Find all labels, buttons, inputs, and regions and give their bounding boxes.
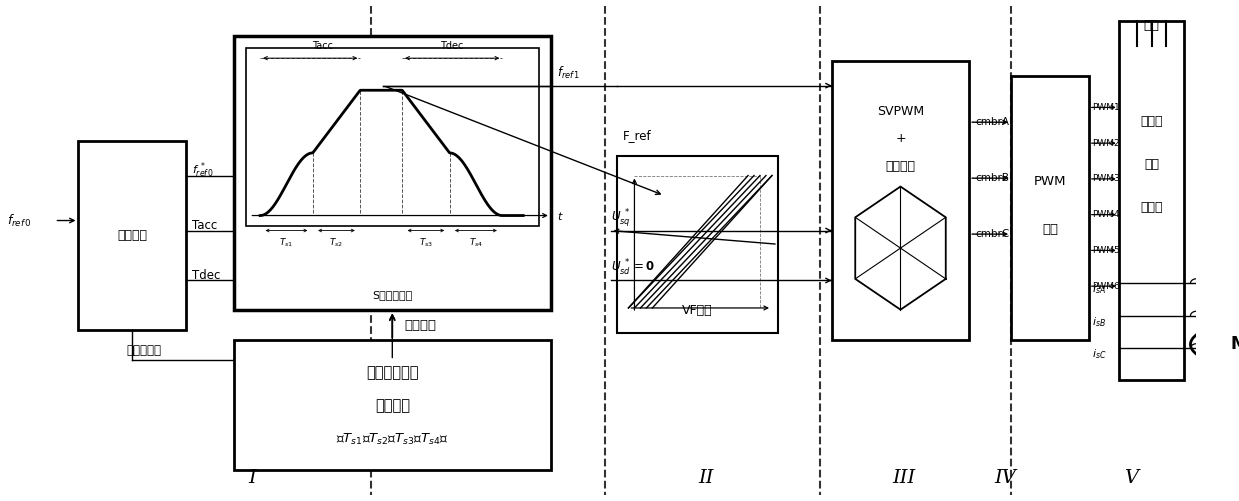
Text: 功率: 功率 xyxy=(1144,158,1160,171)
Text: $f_{ref\,0}^{\ *}$: $f_{ref\,0}^{\ *}$ xyxy=(192,161,214,180)
Text: 死区补偶: 死区补偶 xyxy=(886,160,916,173)
Bar xyxy=(78,141,186,331)
Text: $f_{ref\,0}$: $f_{ref\,0}$ xyxy=(6,212,31,228)
Text: $i_{sB}$: $i_{sB}$ xyxy=(1093,315,1106,329)
Text: III: III xyxy=(892,469,916,487)
Text: VF曲线: VF曲线 xyxy=(681,304,712,317)
Text: V: V xyxy=(1124,469,1137,487)
Bar xyxy=(234,341,551,470)
Text: F_ref: F_ref xyxy=(622,129,652,142)
Text: PWM2: PWM2 xyxy=(1093,139,1120,148)
Text: PWM6: PWM6 xyxy=(1093,282,1120,291)
Bar xyxy=(234,36,551,311)
Text: 变频器: 变频器 xyxy=(1140,115,1163,128)
Text: $i_{sC}$: $i_{sC}$ xyxy=(1093,347,1106,361)
Text: Tacc: Tacc xyxy=(312,41,332,51)
Bar xyxy=(245,48,539,225)
Text: PWM: PWM xyxy=(1033,175,1067,188)
Text: $T_{s1}$: $T_{s1}$ xyxy=(279,237,294,249)
Bar xyxy=(617,156,778,333)
Text: +: + xyxy=(896,132,906,145)
Text: S曲线加减速: S曲线加减速 xyxy=(372,291,413,301)
Text: 给定生成: 给定生成 xyxy=(118,229,147,242)
Text: PWM5: PWM5 xyxy=(1093,246,1120,255)
Text: 智能模糊控制: 智能模糊控制 xyxy=(366,365,419,380)
Text: cmbrB: cmbrB xyxy=(975,173,1010,183)
Text: Tdec: Tdec xyxy=(192,269,221,282)
Text: $U_{sq}^{\ *}$: $U_{sq}^{\ *}$ xyxy=(611,207,631,229)
Text: I: I xyxy=(248,469,255,487)
Text: 加减速状态: 加减速状态 xyxy=(126,344,161,357)
Text: PWM4: PWM4 xyxy=(1093,210,1120,219)
Text: （$T_{s1}$、$T_{s2}$、$T_{s3}$、$T_{s4}$）: （$T_{s1}$、$T_{s2}$、$T_{s3}$、$T_{s4}$） xyxy=(336,431,449,447)
Text: 电网: 电网 xyxy=(1144,19,1160,32)
Text: SVPWM: SVPWM xyxy=(877,105,924,118)
Text: 主电路: 主电路 xyxy=(1140,201,1163,214)
Text: M: M xyxy=(1230,336,1239,353)
Text: II: II xyxy=(699,469,714,487)
Text: $T_{s2}$: $T_{s2}$ xyxy=(330,237,343,249)
Text: Tacc: Tacc xyxy=(192,219,217,232)
Text: $T_{s4}$: $T_{s4}$ xyxy=(468,237,483,249)
Text: Tdec: Tdec xyxy=(441,41,463,51)
Text: PWM3: PWM3 xyxy=(1093,174,1120,183)
Text: $T_{s3}$: $T_{s3}$ xyxy=(419,237,434,249)
Bar xyxy=(1119,21,1184,380)
Text: 输出: 输出 xyxy=(1042,223,1058,235)
Text: 实时调整: 实时调整 xyxy=(375,398,410,413)
Text: 是否突变: 是否突变 xyxy=(404,319,436,332)
Text: $t$: $t$ xyxy=(558,209,564,221)
Text: IV: IV xyxy=(994,469,1016,487)
Text: $U_{sd}^{\ *}=\mathbf{0}$: $U_{sd}^{\ *}=\mathbf{0}$ xyxy=(611,258,654,278)
Bar xyxy=(1011,76,1089,341)
Text: $i_{sA}$: $i_{sA}$ xyxy=(1093,283,1106,296)
Bar xyxy=(831,61,969,341)
Text: cmbrA: cmbrA xyxy=(975,117,1010,127)
Text: $f_{ref\,1}$: $f_{ref\,1}$ xyxy=(556,65,580,81)
Text: PWM1: PWM1 xyxy=(1093,103,1120,112)
Text: cmbrC: cmbrC xyxy=(975,229,1010,239)
